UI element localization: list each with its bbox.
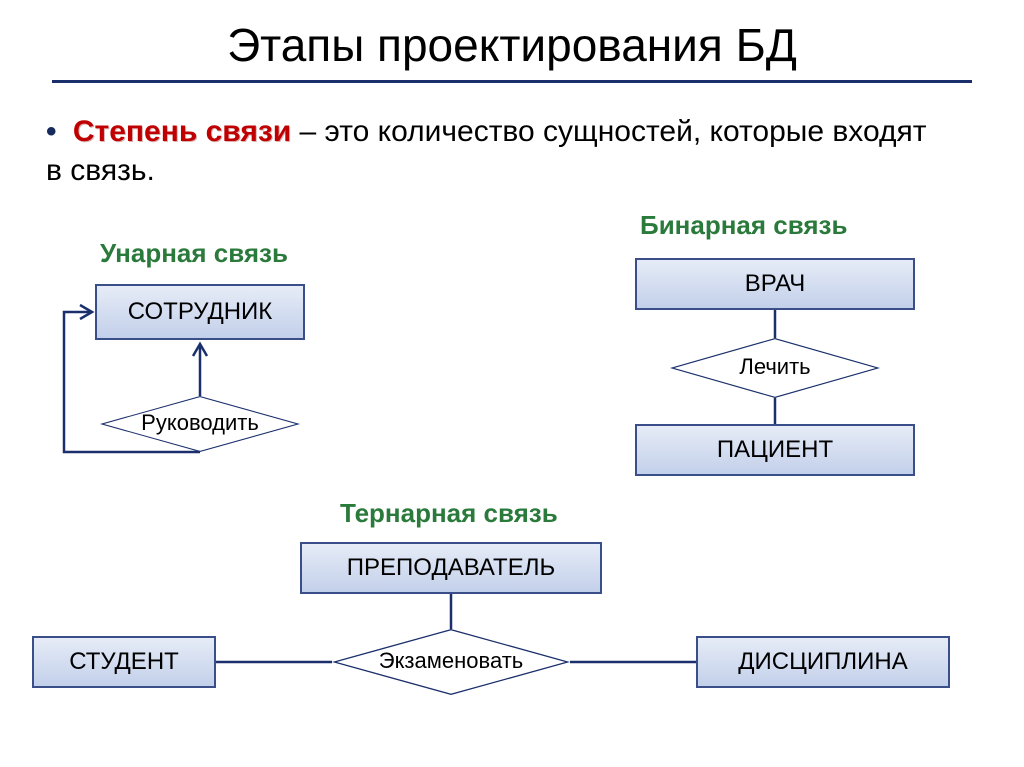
relation-examine-label: Экзаменовать: [332, 648, 570, 674]
relation-manage-label: Руководить: [100, 410, 300, 436]
relation-treat-label: Лечить: [670, 354, 880, 380]
